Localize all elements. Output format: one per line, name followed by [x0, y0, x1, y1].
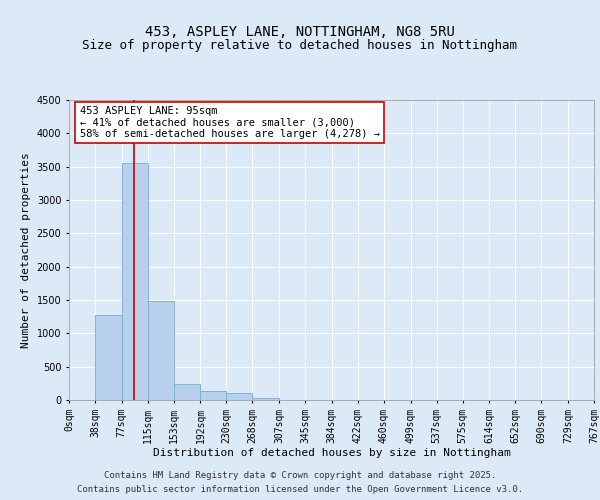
- Y-axis label: Number of detached properties: Number of detached properties: [21, 152, 31, 348]
- Text: 453 ASPLEY LANE: 95sqm
← 41% of detached houses are smaller (3,000)
58% of semi-: 453 ASPLEY LANE: 95sqm ← 41% of detached…: [79, 106, 380, 139]
- Text: 453, ASPLEY LANE, NOTTINGHAM, NG8 5RU: 453, ASPLEY LANE, NOTTINGHAM, NG8 5RU: [145, 26, 455, 40]
- Bar: [226, 392, 253, 400]
- X-axis label: Distribution of detached houses by size in Nottingham: Distribution of detached houses by size …: [152, 448, 511, 458]
- Bar: [253, 398, 279, 400]
- Text: Contains HM Land Registry data © Crown copyright and database right 2025.: Contains HM Land Registry data © Crown c…: [104, 472, 496, 480]
- Text: Contains public sector information licensed under the Open Government Licence v3: Contains public sector information licen…: [77, 484, 523, 494]
- Bar: [200, 390, 226, 400]
- Bar: [95, 316, 122, 400]
- Bar: [122, 162, 148, 400]
- Bar: [148, 300, 174, 400]
- Text: Size of property relative to detached houses in Nottingham: Size of property relative to detached ho…: [83, 38, 517, 52]
- Bar: [174, 384, 200, 400]
